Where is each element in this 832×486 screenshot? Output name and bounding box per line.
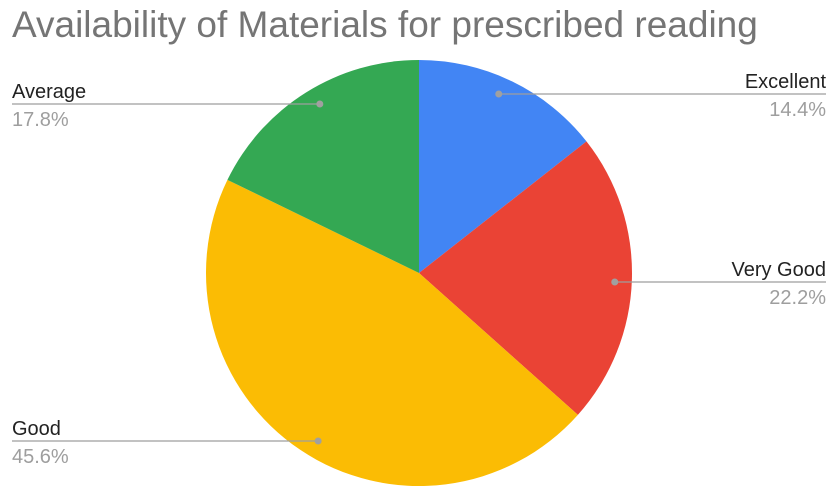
pie-slice-average	[227, 60, 419, 273]
slice-label-very-good: Very Good	[731, 259, 826, 281]
chart-title: Availability of Materials for prescribed…	[12, 4, 758, 45]
leader-dot-very-good	[611, 278, 619, 286]
leader-dot-excellent	[495, 90, 503, 98]
pie-slices	[205, 60, 633, 486]
slice-value-excellent: 14.4%	[769, 99, 826, 121]
slice-value-very-good: 22.2%	[769, 287, 826, 309]
leader-dot-good	[314, 437, 322, 445]
slice-value-good: 45.6%	[12, 446, 69, 468]
slice-value-average: 17.8%	[12, 109, 69, 131]
pie-slice-excellent	[419, 60, 587, 273]
slice-label-average: Average	[12, 81, 86, 103]
pie-slice-very-good	[419, 141, 633, 415]
slice-label-excellent: Excellent	[745, 71, 827, 93]
leader-dot-average	[316, 100, 324, 108]
pie-slice-good	[205, 179, 578, 486]
slice-label-good: Good	[12, 418, 61, 440]
pie-labels: Excellent 14.4% Very Good 22.2% Good 45.6% Ave…	[12, 71, 826, 468]
